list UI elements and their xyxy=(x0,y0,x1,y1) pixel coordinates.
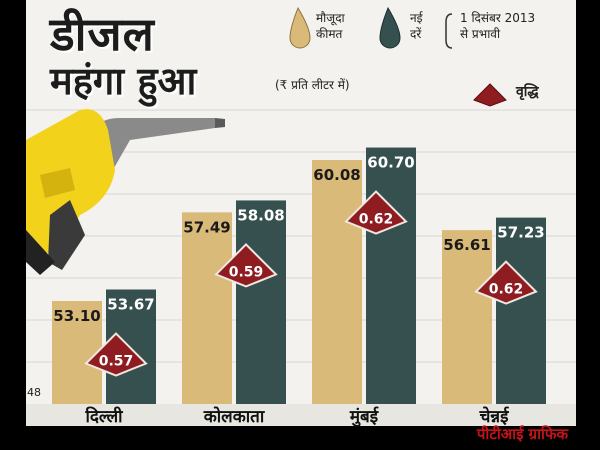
data-label-current: 53.10 xyxy=(53,307,100,325)
category-strip xyxy=(26,404,576,426)
legend-date-line2: से प्रभावी xyxy=(460,27,501,41)
y-tick-label: 48 xyxy=(27,386,41,399)
bar-current xyxy=(52,301,102,404)
increase-label: 0.62 xyxy=(359,212,394,228)
headline-line1: डीजल xyxy=(50,7,155,61)
x-tick-label: मुंबई xyxy=(349,407,379,427)
increase-marker xyxy=(474,260,538,305)
legend-new-line2: दरें xyxy=(410,27,422,41)
x-tick-label: कोलकाता xyxy=(203,407,265,427)
legend-new-line1: नई xyxy=(410,11,423,25)
legend-icons xyxy=(289,6,507,107)
increase-marker xyxy=(84,332,148,377)
increase-label: 0.57 xyxy=(99,353,134,369)
data-label-new: 58.08 xyxy=(237,206,284,224)
data-label-current: 56.61 xyxy=(443,236,490,254)
increase-label: 0.62 xyxy=(489,282,524,298)
bar-new xyxy=(366,147,416,404)
legend-current-line2: कीमत xyxy=(316,27,343,41)
x-tick-label: चेन्नई xyxy=(479,407,509,427)
legend-current-line1: मौजूदा xyxy=(316,11,345,25)
source-credit: पीटीआई ग्राफिक xyxy=(476,425,568,443)
increase-marker xyxy=(344,190,408,235)
bar-current xyxy=(312,160,362,404)
headline-line2: महंगा हुआ xyxy=(50,59,197,103)
fuel-nozzle-icon xyxy=(26,109,225,275)
new-price-drop-icon xyxy=(379,6,401,49)
legend-date-line1: 1 दिसंबर 2013 xyxy=(460,11,536,25)
bar-current xyxy=(182,212,232,404)
current-price-drop-icon xyxy=(289,6,311,49)
increase-legend-icon xyxy=(473,83,507,107)
increase-markers: 0.57 0.59 0.62 0.62 xyxy=(84,190,538,377)
data-label-new: 60.70 xyxy=(367,154,414,172)
unit-label: (₹ प्रति लीटर में) xyxy=(275,78,350,92)
legend-date: 1 दिसंबर 2013 से प्रभावी xyxy=(460,10,535,42)
bar-new xyxy=(496,217,546,404)
increase-label: 0.59 xyxy=(229,264,264,280)
bar-new xyxy=(236,200,286,404)
legend-current: मौजूदा कीमत xyxy=(316,10,345,42)
data-label-current: 57.49 xyxy=(183,218,230,236)
x-tick-label: दिल्ली xyxy=(85,407,123,427)
increase-marker xyxy=(214,243,278,288)
bar-layer: 53.10 53.67 57.49 58.08 60.08 60.70 56.61 57.23 xyxy=(52,147,546,404)
legend-new: नई दरें xyxy=(410,10,423,42)
data-label-new: 57.23 xyxy=(497,224,544,242)
legend-bracket xyxy=(445,13,453,49)
bar-current xyxy=(442,230,492,404)
data-label-new: 53.67 xyxy=(107,295,154,313)
legend-increase: वृद्धि xyxy=(516,84,539,100)
data-label-current: 60.08 xyxy=(313,166,360,184)
